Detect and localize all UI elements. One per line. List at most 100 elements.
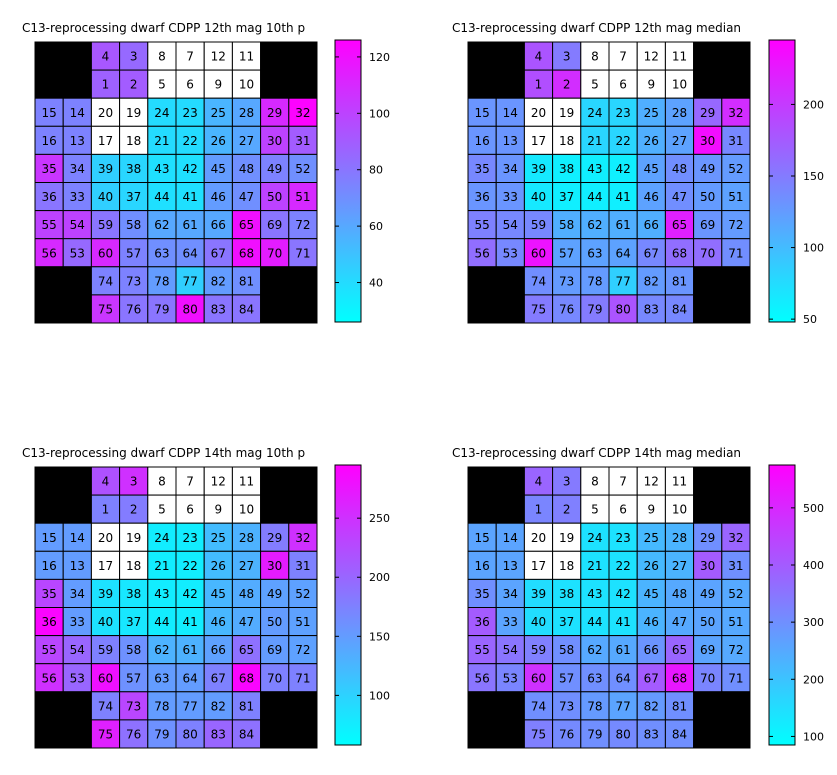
cell-label: 39	[531, 162, 546, 176]
cell-label: 21	[154, 559, 169, 573]
cell-label: 18	[126, 559, 141, 573]
cell-label: 31	[728, 134, 743, 148]
cell-label: 79	[154, 727, 169, 741]
cell-label: 79	[587, 302, 602, 316]
heatmap-panel-4: C13-reprocessing dwarf CDPP 14th mag med…	[452, 446, 824, 749]
cell-label: 45	[211, 587, 226, 601]
heatmap-cell	[175, 607, 205, 637]
heatmap-cell	[34, 41, 64, 71]
cell-label: 14	[70, 531, 85, 545]
heatmap-cell	[664, 578, 695, 609]
cell-label: 67	[644, 671, 659, 685]
heatmap-cell	[721, 578, 751, 609]
heatmap-cell	[467, 691, 497, 721]
heatmap-cell	[552, 266, 582, 296]
heatmap-cell	[288, 266, 318, 296]
heatmap-cell	[552, 97, 582, 127]
cell-label: 17	[531, 559, 546, 573]
heatmap-cell	[552, 550, 582, 580]
heatmap-cell	[175, 182, 205, 212]
heatmap-cell	[260, 719, 290, 749]
heatmap-cell	[288, 663, 318, 693]
heatmap-cell	[495, 238, 525, 268]
heatmap-cell	[580, 522, 610, 552]
heatmap-cell	[34, 494, 64, 524]
heatmap-cell	[119, 719, 149, 749]
cell-label: 34	[70, 587, 85, 601]
heatmap-cell	[231, 69, 262, 99]
cell-label: 51	[728, 615, 743, 629]
heatmap-cell	[34, 294, 64, 324]
cell-label: 14	[503, 531, 518, 545]
cell-label: 6	[619, 78, 627, 92]
cell-label: 64	[615, 671, 630, 685]
heatmap-cell	[119, 578, 149, 609]
cell-label: 40	[98, 190, 113, 204]
cell-label: 43	[587, 162, 602, 176]
cell-label: 10	[239, 78, 254, 92]
cell-label: 68	[672, 671, 687, 685]
heatmap-cell	[288, 607, 318, 637]
heatmap-cell	[608, 41, 638, 71]
heatmap-cell	[495, 691, 525, 721]
heatmap-cell	[636, 125, 666, 155]
heatmap-cell	[147, 719, 177, 749]
cell-label: 38	[559, 162, 574, 176]
heatmap-cell	[34, 550, 64, 580]
cell-label: 45	[211, 162, 226, 176]
cell-label: 5	[591, 78, 599, 92]
cell-label: 65	[672, 218, 687, 232]
heatmap-cell	[523, 607, 554, 637]
heatmap-cell	[119, 97, 149, 127]
cell-label: 32	[295, 531, 310, 545]
heatmap-cell	[693, 466, 723, 496]
cell-label: 53	[503, 671, 518, 685]
heatmap-cell	[608, 294, 638, 324]
heatmap-cell	[231, 97, 262, 127]
cell-label: 84	[672, 727, 687, 741]
cell-label: 63	[587, 246, 602, 260]
cell-label: 36	[41, 615, 56, 629]
heatmap-cell	[495, 97, 525, 127]
cell-label: 79	[587, 727, 602, 741]
heatmap-cell	[119, 494, 149, 524]
heatmap-cell	[693, 494, 723, 524]
cell-label: 8	[591, 50, 599, 64]
cell-label: 14	[70, 106, 85, 120]
heatmap-cell	[203, 97, 233, 127]
cell-label: 13	[70, 559, 85, 573]
cell-label: 77	[182, 699, 197, 713]
cell-label: 28	[239, 531, 254, 545]
cell-label: 27	[672, 134, 687, 148]
heatmap-cell	[34, 210, 64, 240]
cell-label: 23	[615, 531, 630, 545]
colorbar-tick-label: 300	[803, 616, 824, 629]
cell-label: 18	[126, 134, 141, 148]
heatmap-cell	[580, 466, 610, 496]
cell-label: 23	[182, 531, 197, 545]
cell-label: 42	[615, 587, 630, 601]
cell-label: 56	[474, 246, 489, 260]
cell-label: 42	[615, 162, 630, 176]
cell-label: 57	[126, 671, 141, 685]
chart-title: C13-reprocessing dwarf CDPP 14th mag 10t…	[22, 446, 305, 460]
cell-label: 9	[647, 503, 655, 517]
heatmap-cell	[721, 266, 751, 296]
colorbar-tick-label: 100	[369, 689, 390, 702]
cell-label: 70	[700, 671, 715, 685]
cell-label: 44	[587, 190, 602, 204]
heatmap-cell	[175, 266, 205, 296]
cell-label: 51	[728, 190, 743, 204]
cell-label: 60	[531, 246, 546, 260]
heatmap-cell	[203, 266, 233, 296]
heatmap-cell	[523, 238, 554, 268]
heatmap-cell	[147, 494, 177, 524]
cell-label: 54	[70, 218, 85, 232]
heatmap-cell	[175, 635, 205, 665]
cell-label: 39	[98, 162, 113, 176]
cell-label: 34	[503, 587, 518, 601]
cell-label: 5	[591, 503, 599, 517]
heatmap-cell	[721, 494, 751, 524]
cell-label: 45	[644, 162, 659, 176]
heatmap-cell	[62, 578, 92, 609]
